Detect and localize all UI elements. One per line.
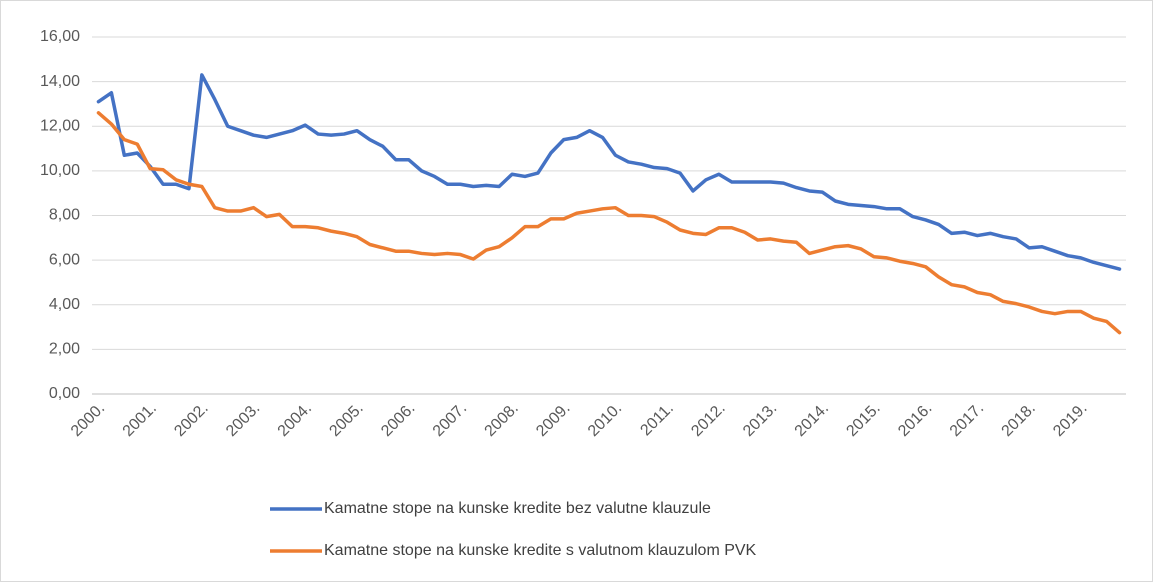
y-tick-label: 10,00	[40, 162, 80, 179]
series-line	[96, 73, 1122, 271]
y-tick-label: 0,00	[49, 385, 80, 402]
y-tick-label: 6,00	[49, 251, 80, 268]
y-tick-label: 12,00	[40, 117, 80, 134]
y-tick-label: 4,00	[49, 296, 80, 313]
y-tick-label: 8,00	[49, 207, 80, 224]
series-line	[96, 111, 1122, 335]
y-tick-label: 14,00	[40, 73, 80, 90]
y-tick-label: 16,00	[40, 28, 80, 45]
legend-label: Kamatne stope na kunske kredite s valutn…	[324, 542, 757, 559]
y-tick-label: 2,00	[49, 341, 80, 358]
legend-label: Kamatne stope na kunske kredite bez valu…	[324, 500, 711, 517]
